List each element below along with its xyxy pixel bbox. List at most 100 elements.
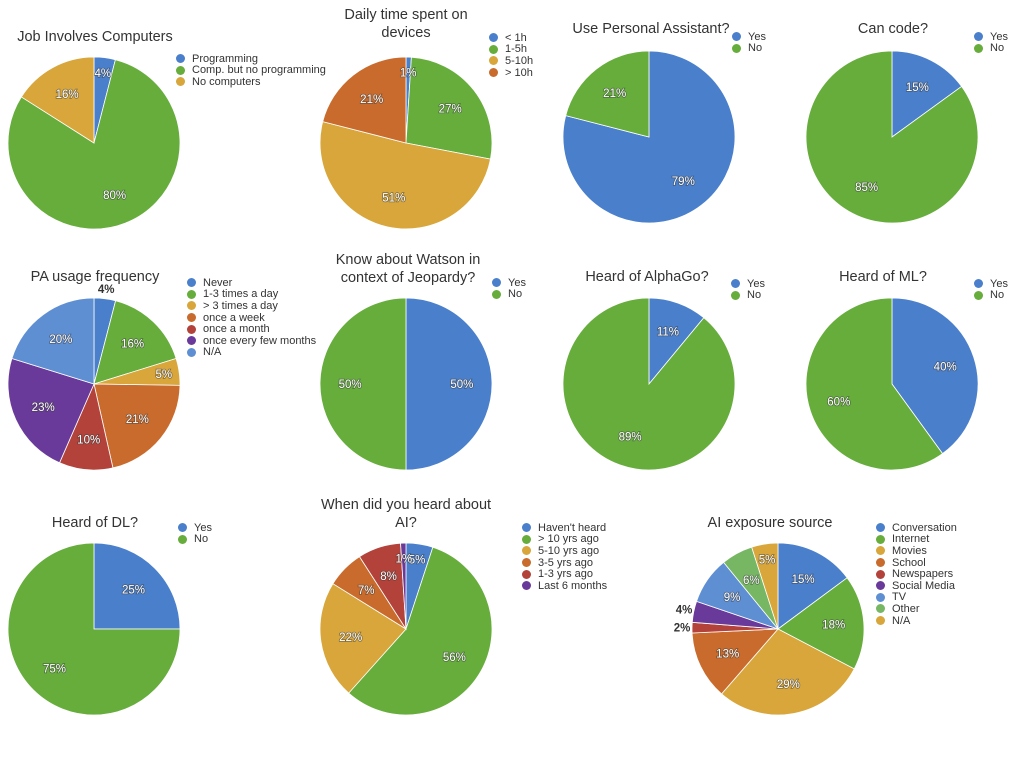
legend-item: Yes: [731, 278, 765, 290]
chart-title: When did you heard about AI?: [320, 497, 492, 531]
legend-item: once a month: [187, 323, 316, 335]
legend-swatch: [187, 324, 196, 334]
legend-swatch: [522, 581, 531, 591]
pie-slice-6: [400, 542, 407, 630]
pie-slice-4: [322, 56, 407, 144]
legend-swatch: [876, 604, 885, 614]
pie-label-1: 4%: [98, 284, 115, 296]
legend-item: Internet: [876, 533, 957, 546]
legend-swatch: [489, 33, 498, 43]
pie-slice-1: [562, 50, 736, 224]
legend-swatch: [876, 523, 885, 533]
chart-title: Heard of DL?: [51, 515, 139, 531]
legend-label: No: [747, 289, 762, 302]
pie-label-2: 75%: [43, 664, 66, 676]
legend-label: 3-5 yrs ago: [538, 556, 594, 569]
legend-swatch: [176, 54, 185, 64]
chart-title: Job Involves Computers: [17, 29, 173, 45]
legend-swatch: [187, 336, 196, 346]
legend-swatch: [876, 592, 885, 602]
chart-legend: Conversation Internet Movies School Newspape…: [876, 521, 957, 627]
chart-legend: Yes No: [731, 278, 765, 301]
pie-label-6: 4%: [676, 605, 693, 617]
pie-label-1: 1%: [400, 68, 417, 80]
legend-label: Haven't heard: [538, 521, 607, 534]
pie-label-3: 51%: [382, 193, 405, 205]
legend-item: Yes: [178, 522, 212, 534]
legend-swatch: [187, 278, 196, 288]
pie-label-2: 60%: [827, 396, 850, 408]
legend-label: Yes: [990, 277, 1008, 290]
pie-label-3: 16%: [56, 89, 79, 101]
chart-legend: Never 1-3 times a day > 3 times a day once …: [187, 277, 316, 358]
legend-item: Never: [187, 277, 316, 289]
pie-label-7: 9%: [724, 592, 741, 604]
legend-label: Yes: [748, 30, 766, 43]
legend-item: 1-3 times a day: [187, 288, 316, 300]
legend-item: 5-10h: [489, 55, 533, 67]
pie-slice-4: [691, 628, 779, 695]
legend-label: Internet: [892, 533, 930, 546]
legend-swatch: [522, 558, 531, 568]
legend-swatch: [489, 44, 498, 54]
legend-item: N/A: [187, 346, 316, 358]
legend-label: 1-5h: [505, 43, 528, 56]
legend-label: Conversation: [892, 521, 957, 534]
pie-slice-1: [405, 297, 493, 471]
pie-label-6: 23%: [32, 402, 55, 414]
pie-label-1: 79%: [672, 176, 695, 188]
legend-swatch: [876, 558, 885, 568]
pie-label-2: 27%: [439, 104, 462, 116]
pie-chart-2: Daily time spent on devices 1% 27% 51% 21% < …: [256, 0, 533, 245]
legend-swatch: [732, 43, 741, 53]
pie-label-4: 21%: [126, 414, 149, 426]
legend-swatch: [178, 523, 187, 533]
legend-label: N/A: [892, 614, 911, 627]
legend-swatch: [187, 313, 196, 323]
pie-label-1: 50%: [450, 379, 473, 391]
legend-label: No: [990, 289, 1005, 302]
legend-label: > 10h: [505, 66, 533, 79]
legend-swatch: [876, 616, 885, 626]
legend-item: Yes: [974, 31, 1008, 43]
pie-label-4: 7%: [358, 585, 375, 597]
legend-label: 5-10 yrs ago: [538, 544, 600, 557]
legend-item: Social Media: [876, 580, 957, 592]
legend-item: Movies: [876, 545, 957, 557]
chart-legend: Yes No: [974, 278, 1008, 301]
legend-label: 1-3 yrs ago: [538, 568, 594, 581]
pie: 40% 60%: [805, 297, 979, 471]
pie-label-4: 13%: [716, 648, 739, 660]
pie-label-7: 20%: [49, 334, 72, 346]
chart-legend: Yes No: [732, 31, 766, 54]
pie: 25% 75%: [7, 542, 181, 716]
chart-title: Daily time spent on devices: [344, 7, 468, 41]
chart-title: AI exposure source: [707, 515, 833, 531]
legend-label: Movies: [892, 544, 927, 557]
pie: 79% 21%: [562, 50, 736, 224]
chart-legend: < 1h 1-5h 5-10h > 10h: [489, 32, 533, 79]
legend-label: Yes: [508, 276, 526, 289]
legend-item: > 10 yrs ago: [522, 533, 607, 545]
legend-item: 3-5 yrs ago: [522, 557, 607, 569]
legend-swatch: [876, 581, 885, 591]
pie: 5% 56% 22% 7% 8% 1%: [319, 542, 493, 716]
legend-item: 1-3 yrs ago: [522, 568, 607, 580]
pie: 11% 89%: [562, 297, 736, 471]
legend-item: No: [974, 289, 1008, 302]
pie-label-1: 25%: [122, 585, 145, 597]
pie-chart-7: Heard of AlphaGo? 11% 89% Yes No: [512, 245, 768, 490]
pie-label-8: 6%: [743, 575, 760, 587]
legend-label: 5-10h: [505, 54, 534, 67]
pie: 1% 27% 51% 21%: [319, 56, 493, 230]
legend-item: Comp. but no programming: [176, 64, 326, 76]
legend-label: Other: [892, 602, 920, 615]
pie-slice-1: [93, 542, 181, 630]
pie-slice-2: [93, 300, 177, 385]
legend-item: School: [876, 557, 957, 569]
pie-slice-2: [805, 50, 979, 224]
legend-label: No: [990, 42, 1005, 55]
legend-label: No: [194, 533, 209, 546]
legend-swatch: [176, 65, 185, 75]
